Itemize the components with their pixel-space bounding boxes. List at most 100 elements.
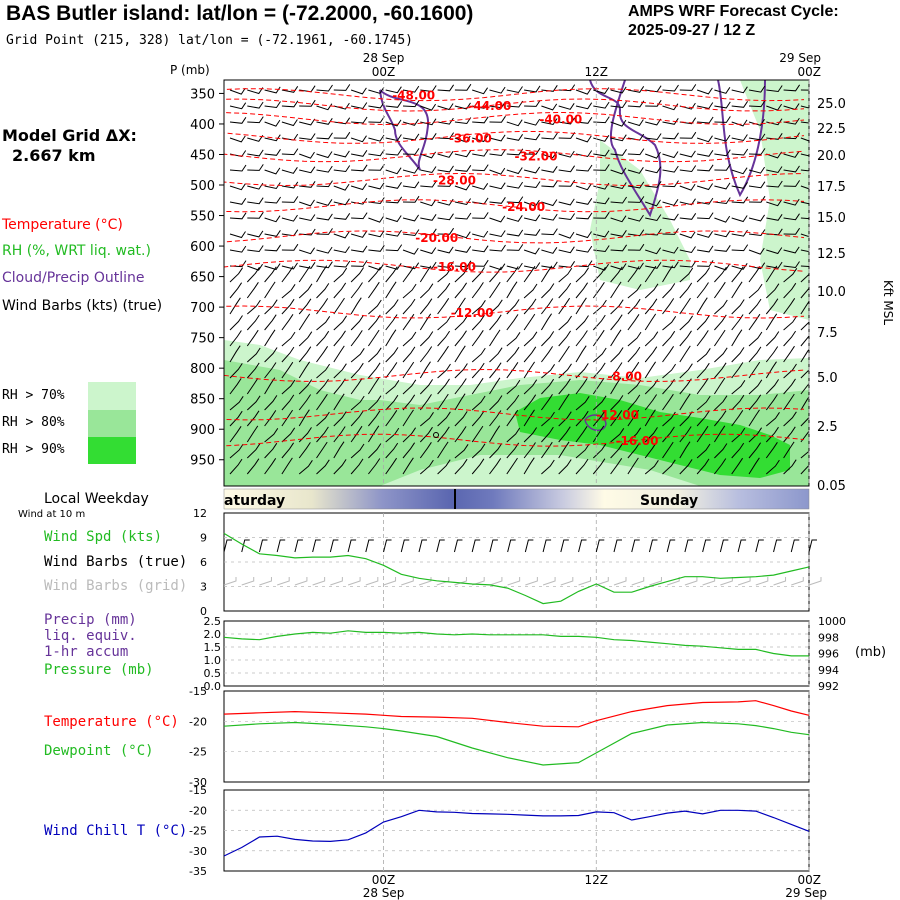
wind-barb [645,99,662,107]
wind-barb [645,151,661,159]
wind-barb [298,394,312,411]
wind-barb [645,262,662,269]
wind-barb [402,394,416,411]
wind-barb [662,165,679,173]
wind-barb [333,165,351,173]
wind-barb [506,346,520,363]
wind-barb [506,299,520,315]
wind-barb [662,298,675,315]
wind-barb [472,259,489,267]
wind-barb [610,266,623,283]
wind-barb [385,148,403,156]
wind-barb [558,282,572,299]
wind-barb [264,395,278,411]
wind-barb [281,298,295,315]
wind-barb [437,103,454,111]
wind-barb [437,227,455,235]
wind-barb [229,231,246,239]
wind-barb [419,394,432,411]
temperature-panel: -15 -20 -25 -30 [189,685,810,789]
wind-barb [316,346,329,363]
wind-barb [316,165,333,173]
wind-barb [540,394,553,411]
pressure-tick-label: 450 [190,148,215,163]
wind-barb [714,347,728,363]
wind-barb [333,102,350,110]
wind-barb [575,102,593,110]
wind-barb [714,245,731,252]
height-tick-label: 20.0 [817,149,846,164]
wind-barb [402,133,420,141]
wind-barb [471,425,484,443]
wind-barb [506,457,518,475]
wind-barb [713,329,726,347]
wind-barb [229,282,243,299]
wind-barb [593,101,610,109]
wind-barb-true [312,539,321,553]
wind-barb [575,297,587,315]
wind-barb [558,330,572,347]
pressure-tick-label: 996 [818,648,839,661]
wind-barb [541,151,558,159]
wind-barb [264,442,278,459]
temperature-contour [224,368,805,382]
height-tick-label: 7.5 [817,326,838,341]
wind-barb [731,314,744,331]
wind-barb [368,263,385,271]
legend-wind-barbs: Wind Barbs (kts) (true) [2,298,163,314]
wind-barb [437,298,450,315]
wind-barb [385,394,399,411]
wind-barb [402,214,420,222]
wind-barb [437,363,451,379]
wind-barb [298,265,311,283]
temperature-contour [224,98,805,112]
wind-barb [420,214,437,221]
wind-barb [731,380,746,395]
wind-barb [454,458,468,475]
wind-barb [229,345,241,363]
wind-barb [645,214,662,222]
wind-barb [333,330,346,347]
wind-barb [731,101,749,108]
wind-barb [800,382,809,395]
wind-barb [800,153,809,157]
wind-barb [713,377,726,395]
wind-barb [696,87,713,95]
wind-barb [765,265,778,283]
wind-barb [696,425,709,443]
pressure-tick-label: 400 [190,118,215,133]
wind-barb [316,261,333,269]
wind-barb [229,363,243,379]
wind-barb-grid [613,577,627,586]
wind-barb [368,87,385,94]
wind-barb [523,394,537,411]
rh-80-label: RH > 80% [2,415,65,430]
wind-barb [800,416,809,427]
wind-barb [316,411,330,427]
wind-barb [800,121,809,124]
wind-barb [679,231,696,239]
wind-barb [679,441,691,459]
wind-barb [316,228,333,235]
wind-barb [748,346,762,363]
wind-barb [765,426,779,443]
wind-barb [229,150,247,158]
wind-barb [783,459,797,475]
wind-barb [385,329,397,347]
wind-barb [316,246,333,254]
wind-barb [592,443,607,459]
wind-barb [333,267,348,283]
wind-barb [748,247,765,255]
wind-barb [679,183,696,191]
wind-barb [697,245,714,253]
wind-barb [246,362,260,379]
wind-barb [316,118,333,125]
wind-barb [644,298,658,315]
y-tick-label: -20 [189,715,207,728]
wind-barb [489,443,503,459]
temperature-contour-label: -36.00 [449,131,492,145]
wind-barb [506,229,524,237]
wind-barb [524,147,541,155]
wind-barb [800,185,809,190]
wind-barb-true [631,539,640,553]
